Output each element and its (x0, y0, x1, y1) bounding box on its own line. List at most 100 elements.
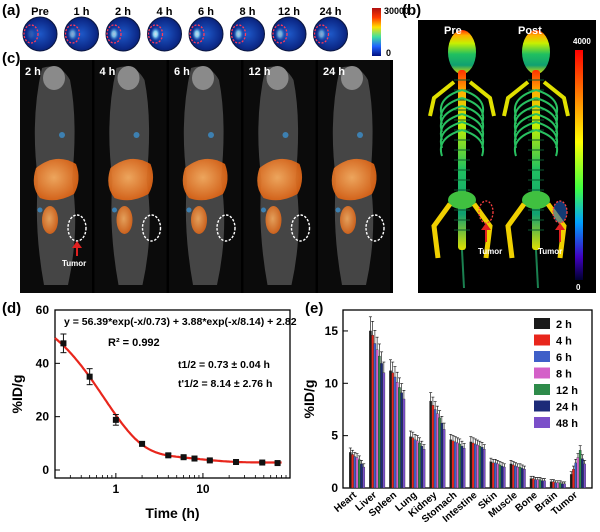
y-axis-title: %ID/g (301, 380, 317, 419)
bar (402, 398, 406, 489)
legend-label: 24 h (556, 402, 578, 414)
bar (556, 482, 560, 489)
kidney (116, 206, 133, 234)
panel-label-a: (a) (2, 2, 21, 19)
bar (518, 466, 522, 489)
bar (503, 466, 506, 489)
tumor-label: Tumor (62, 259, 86, 268)
hotspot (150, 27, 161, 41)
bar (416, 440, 419, 489)
head (192, 66, 214, 90)
timepoint-label: 8 h (240, 6, 256, 18)
bar (516, 466, 519, 489)
bar (572, 469, 575, 489)
timepoint-label: 6 h (174, 66, 190, 78)
bar (514, 465, 517, 489)
panel-label-e: (e) (305, 300, 324, 317)
plot-frame (342, 309, 593, 489)
bar (538, 479, 542, 489)
uptake-spot (112, 207, 117, 213)
hotspot (233, 27, 244, 41)
head (117, 66, 140, 90)
bar (451, 440, 455, 489)
bar (438, 417, 441, 489)
tumor-circle (189, 24, 205, 44)
y-tick-label: 5 (331, 429, 338, 443)
legend-swatch (534, 384, 550, 395)
y-tick-label: 20 (36, 410, 50, 424)
bar (480, 447, 484, 489)
bar (456, 442, 459, 489)
tumor-circle (106, 24, 122, 44)
bar (369, 330, 372, 489)
bar (534, 479, 537, 489)
biodistribution-chart: 051015HeartLiverSpleenLungKidneyStomachI… (301, 309, 593, 525)
timepoint-label: 2 h (25, 66, 41, 78)
bar (536, 479, 540, 489)
bar (543, 480, 546, 489)
bar (578, 450, 582, 489)
bar (482, 449, 486, 489)
half-life-1: t1/2 = 0.73 ± 0.04 h (178, 359, 270, 371)
bar (540, 480, 544, 489)
bar (532, 478, 535, 489)
tumor-circle (365, 214, 385, 242)
tumor-arrow-head (72, 241, 82, 248)
hotspot (26, 27, 36, 41)
uptake-spot (282, 132, 289, 138)
fit-curve (54, 337, 282, 464)
liver (108, 158, 154, 201)
bar (478, 445, 482, 489)
legend-swatch (534, 417, 550, 428)
bar (393, 376, 397, 489)
bar (581, 458, 584, 489)
y-tick-label: 60 (36, 303, 50, 317)
y-tick-label: 15 (325, 324, 339, 338)
uptake-spot (357, 132, 363, 138)
bar (460, 445, 464, 489)
colorbar-a (372, 8, 381, 56)
plot-frame (54, 309, 291, 479)
colorbar-min: 0 (576, 283, 581, 292)
legend-swatch (534, 318, 550, 329)
pelvis (522, 191, 550, 209)
data-point (180, 454, 187, 461)
head (266, 66, 289, 90)
bar (453, 441, 457, 489)
legend-label: 8 h (556, 369, 572, 381)
timepoint-label: Pre (31, 6, 49, 18)
bar (442, 429, 446, 489)
bar (353, 456, 357, 489)
tumor-label: Tumor (478, 247, 502, 256)
bar (494, 462, 497, 489)
data-point (259, 459, 266, 466)
colorbar-max: 4000 (573, 37, 591, 46)
bar (563, 483, 566, 489)
x-tick-label: 1 (113, 482, 120, 496)
timepoint-label: 24 h (323, 66, 345, 78)
tumor-label: Tumor (538, 247, 562, 256)
bar (529, 478, 533, 489)
head (341, 66, 363, 90)
y-tick-label: 40 (36, 356, 50, 370)
tumor-circle (141, 214, 162, 242)
bar (371, 334, 374, 489)
uptake-spot (133, 132, 140, 138)
tumor-circle (313, 24, 330, 44)
rib (514, 129, 537, 157)
bar (362, 466, 366, 489)
bar (391, 372, 395, 489)
x-axis-title: Time (h) (145, 505, 199, 521)
bar (569, 474, 573, 489)
tumor-circle (216, 214, 236, 242)
bar (523, 469, 526, 489)
bar (561, 483, 564, 489)
panel-label-d: (d) (2, 300, 22, 317)
uptake-spot (186, 207, 192, 213)
bar (520, 467, 524, 489)
bar (458, 443, 461, 489)
legend-swatch (534, 334, 550, 346)
y-tick-label: 0 (331, 481, 338, 495)
half-life-2: t'1/2 = 8.14 ± 2.76 h (178, 378, 272, 390)
tumor-arrow-head (481, 223, 491, 230)
